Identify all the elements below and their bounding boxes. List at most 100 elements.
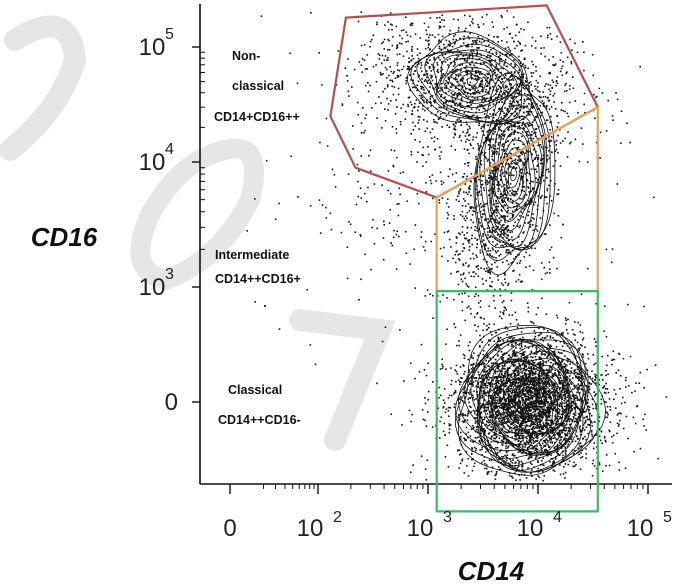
event-point bbox=[545, 449, 547, 451]
event-point bbox=[524, 80, 527, 82]
event-point bbox=[502, 201, 504, 203]
event-point bbox=[578, 349, 580, 352]
event-point bbox=[524, 65, 527, 67]
event-point bbox=[563, 402, 566, 405]
event-point bbox=[480, 405, 482, 407]
event-point bbox=[509, 134, 512, 136]
event-point bbox=[514, 472, 516, 474]
event-point bbox=[532, 377, 535, 380]
event-point bbox=[550, 366, 552, 368]
event-point bbox=[540, 196, 542, 199]
event-point bbox=[531, 90, 534, 92]
event-point bbox=[521, 177, 523, 179]
event-point bbox=[533, 413, 536, 415]
event-point bbox=[479, 381, 482, 383]
event-point bbox=[445, 368, 447, 370]
event-point bbox=[488, 174, 490, 177]
event-point bbox=[510, 387, 513, 390]
event-point bbox=[602, 387, 604, 389]
event-point bbox=[470, 219, 472, 221]
event-point bbox=[532, 426, 534, 429]
event-point bbox=[474, 225, 477, 228]
event-point bbox=[514, 194, 516, 196]
event-point bbox=[364, 129, 366, 132]
event-point bbox=[537, 467, 539, 470]
event-point bbox=[485, 359, 487, 362]
event-point bbox=[565, 364, 567, 366]
event-point bbox=[535, 225, 538, 227]
event-point bbox=[401, 424, 403, 426]
event-point bbox=[427, 390, 430, 393]
event-point bbox=[506, 260, 508, 262]
event-point bbox=[465, 392, 467, 395]
event-point bbox=[511, 477, 514, 479]
event-point bbox=[576, 417, 578, 420]
event-point bbox=[529, 419, 532, 421]
event-point bbox=[471, 364, 474, 366]
event-point bbox=[505, 451, 508, 454]
event-point bbox=[519, 281, 522, 283]
event-point bbox=[577, 438, 579, 440]
event-point bbox=[480, 160, 482, 162]
event-point bbox=[555, 374, 557, 376]
event-point bbox=[464, 219, 467, 222]
event-point bbox=[531, 430, 534, 433]
event-point bbox=[439, 247, 442, 250]
event-point bbox=[565, 427, 568, 429]
event-point bbox=[535, 350, 538, 352]
event-point bbox=[469, 391, 471, 393]
event-point bbox=[458, 200, 460, 203]
event-point bbox=[515, 369, 518, 372]
event-point bbox=[532, 360, 534, 362]
event-point bbox=[538, 327, 540, 329]
event-point bbox=[568, 375, 571, 377]
event-point bbox=[524, 173, 527, 175]
event-point bbox=[533, 362, 536, 364]
event-point bbox=[564, 137, 566, 140]
event-point bbox=[500, 193, 502, 195]
event-point bbox=[509, 427, 512, 429]
event-point bbox=[537, 399, 540, 401]
event-point bbox=[470, 354, 473, 357]
event-point bbox=[533, 407, 535, 410]
event-point bbox=[535, 370, 537, 373]
event-point bbox=[479, 252, 482, 254]
event-point bbox=[481, 446, 484, 449]
event-point bbox=[514, 434, 516, 437]
event-point bbox=[593, 363, 595, 366]
event-point bbox=[501, 353, 504, 356]
event-point bbox=[528, 402, 531, 404]
event-point bbox=[657, 457, 659, 460]
event-point bbox=[506, 457, 509, 459]
event-point bbox=[576, 396, 578, 398]
event-point bbox=[511, 163, 513, 165]
event-point bbox=[472, 271, 474, 273]
event-point bbox=[489, 254, 491, 257]
event-point bbox=[591, 474, 594, 477]
event-point bbox=[539, 370, 542, 372]
event-point bbox=[514, 125, 516, 128]
event-point bbox=[561, 345, 564, 348]
event-point bbox=[486, 261, 488, 263]
event-point bbox=[511, 338, 514, 340]
event-point bbox=[625, 415, 628, 418]
event-point bbox=[533, 218, 535, 220]
event-point bbox=[510, 413, 512, 415]
event-point bbox=[488, 253, 491, 255]
event-point bbox=[524, 379, 526, 381]
event-point bbox=[515, 436, 517, 438]
event-point bbox=[571, 328, 574, 331]
event-point bbox=[540, 445, 542, 447]
event-point bbox=[476, 436, 478, 439]
event-point bbox=[505, 391, 508, 393]
event-point bbox=[590, 430, 593, 432]
event-point bbox=[461, 280, 464, 283]
event-point bbox=[525, 477, 528, 479]
event-point bbox=[544, 450, 546, 452]
event-point bbox=[533, 381, 535, 384]
event-point bbox=[564, 390, 567, 393]
event-point bbox=[513, 258, 515, 260]
event-point bbox=[521, 452, 523, 454]
event-point bbox=[517, 403, 519, 406]
event-point bbox=[551, 368, 554, 370]
